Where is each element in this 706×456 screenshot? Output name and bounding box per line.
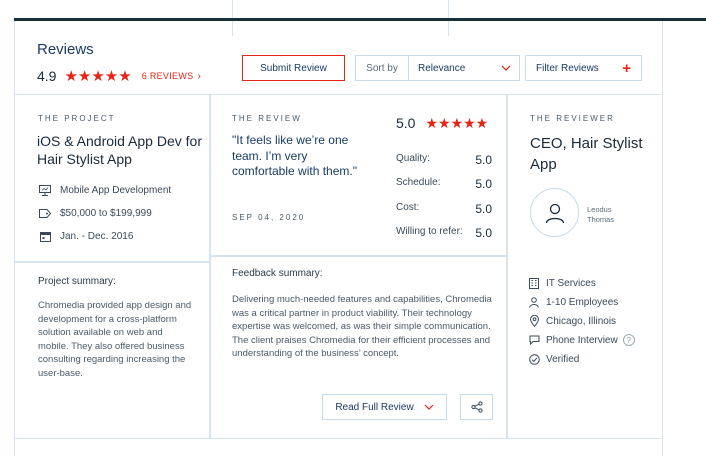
- chevron-right-icon: ›: [197, 70, 202, 82]
- chevron-down-icon: [501, 65, 511, 71]
- help-icon[interactable]: ?: [622, 334, 635, 346]
- sort-label: Sort by: [356, 56, 409, 80]
- overall-score-value: 5.0: [396, 115, 416, 131]
- score-label: Willing to refer:: [396, 226, 463, 237]
- verified-label: Verified: [546, 353, 580, 365]
- location-pin-icon: [528, 315, 540, 327]
- review-eyebrow: THE REVIEW: [232, 114, 302, 123]
- building-icon: [528, 277, 540, 289]
- person-icon: [528, 296, 540, 308]
- score-label: Schedule:: [396, 177, 441, 188]
- score-value: 5.0: [475, 202, 492, 216]
- sort-select[interactable]: Relevance: [409, 63, 519, 74]
- project-eyebrow: THE PROJECT: [38, 114, 116, 123]
- sort-value: Relevance: [418, 62, 466, 74]
- reviewer-last-name: Thomas: [587, 215, 615, 224]
- user-icon: [545, 203, 564, 223]
- feedback-summary: Delivering much-needed features and capa…: [232, 294, 492, 359]
- header-rule: [14, 18, 706, 21]
- score-label: Quality:: [396, 153, 430, 164]
- score-label: Cost:: [396, 202, 420, 213]
- score-schedule: Schedule: 5.0: [396, 177, 492, 191]
- industry-label: IT Services: [546, 277, 596, 289]
- budget-label: $50,000 to $199,999: [60, 207, 152, 219]
- overall-rating: 4.9 ★★★★★ 6 REVIEWS ›: [37, 68, 201, 84]
- reviewer-first-name: Leodus: [587, 205, 612, 214]
- share-button[interactable]: [460, 394, 493, 420]
- row-divider-project: [14, 261, 210, 263]
- score-quality: Quality: 5.0: [396, 153, 492, 167]
- reviewer-interview: Phone Interview ?: [528, 334, 635, 346]
- review-card: [14, 94, 663, 439]
- project-summary-label: Project summary:: [38, 276, 116, 287]
- score-willing-to-refer: Willing to refer: 5.0: [396, 226, 492, 240]
- monitor-icon: [38, 183, 52, 197]
- overall-score: 5.0 ★★★★★: [396, 115, 488, 131]
- column-divider-1: [209, 94, 211, 439]
- calendar-icon: [38, 229, 52, 243]
- price-tag-icon: [38, 206, 52, 220]
- row-divider-review: [210, 255, 506, 257]
- reviewer-location: Chicago, Illinois: [528, 315, 616, 327]
- feedback-summary-label: Feedback summary:: [232, 268, 323, 279]
- reviewer-eyebrow: THE REVIEWER: [530, 114, 615, 123]
- location-label: Chicago, Illinois: [546, 315, 617, 327]
- sort-dropdown[interactable]: Sort by Relevance: [355, 55, 520, 81]
- star-rating: ★★★★★: [64, 67, 132, 85]
- reviewer-title: CEO, Hair Stylist App: [530, 135, 643, 173]
- score-value: 5.0: [475, 153, 492, 167]
- read-full-review-label: Read Full Review: [335, 401, 414, 413]
- page-title: Reviews: [37, 41, 94, 58]
- share-icon: [470, 401, 483, 413]
- chat-bubble-icon: [528, 334, 540, 346]
- reviewer-employees: 1-10 Employees: [528, 296, 618, 308]
- reviewer-name: Leodus Thomas: [587, 205, 614, 225]
- project-budget: $50,000 to $199,999: [38, 206, 152, 220]
- review-count-label: 6 REVIEWS: [141, 70, 194, 81]
- chevron-down-icon: [424, 404, 434, 410]
- interview-label: Phone Interview: [546, 334, 618, 346]
- reviewer-industry: IT Services: [528, 277, 596, 289]
- avatar: [530, 188, 579, 237]
- dates-label: Jan. - Dec. 2016: [60, 230, 134, 242]
- score-value: 5.0: [475, 226, 492, 240]
- employees-label: 1-10 Employees: [546, 296, 619, 308]
- review-date: SEP 04, 2020: [232, 213, 306, 222]
- check-circle-icon: [528, 353, 540, 365]
- filter-label: Filter Reviews: [536, 62, 599, 74]
- filter-reviews-button[interactable]: Filter Reviews +: [525, 55, 642, 81]
- project-title: iOS & Android App Dev for Hair Stylist A…: [37, 133, 202, 167]
- rating-value: 4.9: [37, 68, 57, 84]
- project-dates: Jan. - Dec. 2016: [38, 229, 133, 243]
- score-value: 5.0: [475, 177, 492, 191]
- project-service: Mobile App Development: [38, 183, 171, 197]
- submit-review-button[interactable]: Submit Review: [242, 55, 345, 81]
- score-cost: Cost: 5.0: [396, 202, 492, 216]
- score-stars: ★★★★★: [425, 115, 489, 131]
- reviewer-verified: Verified: [528, 353, 579, 365]
- plus-icon: +: [622, 59, 631, 77]
- column-divider-2: [506, 94, 508, 439]
- service-label: Mobile App Development: [60, 184, 172, 196]
- project-summary: Chromedia provided app design and develo…: [38, 300, 192, 379]
- review-quote: "It feels like we’re one team. I’m very …: [232, 133, 357, 178]
- read-full-review-button[interactable]: Read Full Review: [322, 394, 447, 420]
- review-count-link[interactable]: 6 REVIEWS ›: [142, 71, 201, 82]
